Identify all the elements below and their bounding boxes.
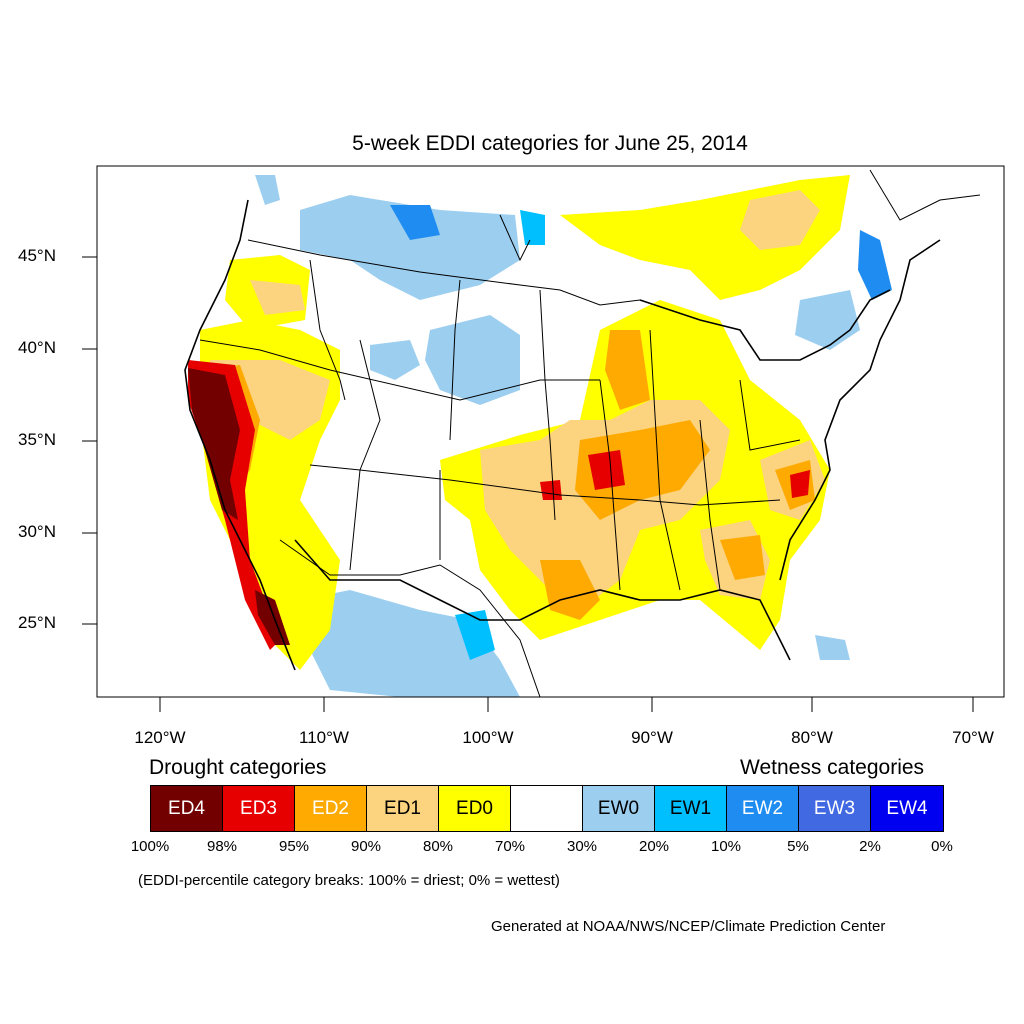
wet-region-mexico-gulf: [455, 610, 495, 660]
state-line-6: [199, 339, 600, 401]
wet-region-north-plains: [300, 195, 520, 300]
state-line-12: [639, 499, 781, 506]
percentile-label: 80%: [422, 838, 454, 855]
state-line-13: [739, 379, 801, 451]
state-line-1: [309, 259, 346, 401]
great-lakes-border: [639, 289, 891, 361]
ed4-baja: [255, 590, 290, 645]
percentile-label: 2%: [859, 838, 881, 855]
percentile-label: 0%: [931, 838, 953, 855]
ed2-illinois: [605, 330, 650, 410]
canada-coast-ne: [869, 169, 981, 221]
percentile-label: 70%: [494, 838, 526, 855]
percentile-label: 100%: [130, 838, 170, 855]
legend-box-ed4: ED4: [151, 786, 223, 831]
lon-tick-label: 80°W: [791, 728, 833, 747]
ed4-california: [188, 368, 240, 520]
legend-box-ed2: ED2: [295, 786, 367, 831]
state-line-2: [359, 339, 381, 471]
lon-tick-label: 110°W: [299, 728, 349, 747]
lat-tick-label: 35°N: [18, 430, 56, 449]
west-coast: [184, 199, 296, 671]
state-line-9: [599, 379, 621, 591]
drought-categories-heading: Drought categories: [149, 756, 327, 779]
east-coast: [779, 239, 941, 581]
state-line-11: [699, 419, 721, 591]
wet-region-alberta: [390, 205, 440, 240]
ed3-carolina: [790, 470, 810, 498]
ed2-mississippi: [575, 420, 710, 520]
mexico-border: [279, 539, 541, 697]
category-breaks-note: (EDDI-percentile category breaks: 100% =…: [138, 872, 560, 889]
percentile-label: 5%: [787, 838, 809, 855]
gulf-coast: [294, 539, 791, 661]
ed3-kansas: [540, 480, 562, 500]
state-line-7: [349, 469, 361, 571]
lon-tick-label: 100°W: [462, 728, 514, 747]
wet-region-maine: [858, 230, 892, 300]
legend-box-ed0: ED0: [439, 786, 511, 831]
percentile-label: 90%: [350, 838, 382, 855]
legend-box-neutral: [511, 786, 583, 831]
legend-box-ew4: EW4: [871, 786, 943, 831]
legend-box-ew1: EW1: [655, 786, 727, 831]
ed1-idaho: [250, 280, 305, 315]
map-frame: [96, 165, 1005, 698]
lon-tick-label: 90°W: [631, 728, 673, 747]
wetness-categories-heading: Wetness categories: [740, 756, 925, 779]
percentile-label: 98%: [206, 838, 238, 855]
ed0-canada: [560, 175, 850, 300]
ed3-missouri: [588, 450, 625, 490]
wet-region-florida-keys: [815, 635, 850, 660]
percentile-label: 20%: [638, 838, 670, 855]
wetness-regions: [255, 175, 892, 697]
credit-line: Generated at NOAA/NWS/NCEP/Climate Predi…: [491, 918, 886, 935]
category-legend: ED4 ED3 ED2 ED1 ED0 EW0 EW1 EW2 EW3 EW4: [150, 785, 944, 832]
state-line-3: [449, 279, 461, 441]
legend-box-ew2: EW2: [727, 786, 799, 831]
percentile-label: 95%: [278, 838, 310, 855]
percentile-label: 30%: [566, 838, 598, 855]
ed2-texas: [540, 560, 600, 620]
map-title: 5-week EDDI categories for June 25, 2014: [352, 132, 748, 155]
state-line-4: [539, 289, 556, 521]
ed2-georgia: [720, 535, 765, 580]
legend-box-ew0: EW0: [583, 786, 655, 831]
state-line-5: [309, 464, 641, 501]
wet-region-nebraska: [370, 340, 420, 380]
lat-tick-label: 30°N: [18, 522, 56, 541]
ed1-canada: [740, 190, 820, 250]
canada-lake-1: [499, 214, 531, 262]
lat-tick-label: 45°N: [18, 246, 56, 265]
wet-region-nw: [255, 175, 280, 205]
state-line-10: [649, 329, 681, 591]
lon-tick-label: 120°W: [134, 728, 186, 747]
wet-region-dakotas: [425, 315, 520, 405]
wet-region-northeast: [795, 290, 860, 350]
lat-tick-label: 40°N: [18, 338, 56, 357]
us-canada-border: [247, 239, 641, 306]
axis-ticks: [82, 256, 974, 712]
wet-region-mexico: [300, 590, 520, 697]
drought-regions: [188, 175, 850, 670]
lat-tick-label: 25°N: [18, 613, 56, 632]
legend-box-ed1: ED1: [367, 786, 439, 831]
wet-region-quebec: [520, 210, 545, 245]
lon-tick-label: 70°W: [952, 728, 994, 747]
boundaries: [184, 169, 981, 697]
percentile-label: 10%: [710, 838, 742, 855]
legend-box-ew3: EW3: [799, 786, 871, 831]
legend-box-ed3: ED3: [223, 786, 295, 831]
